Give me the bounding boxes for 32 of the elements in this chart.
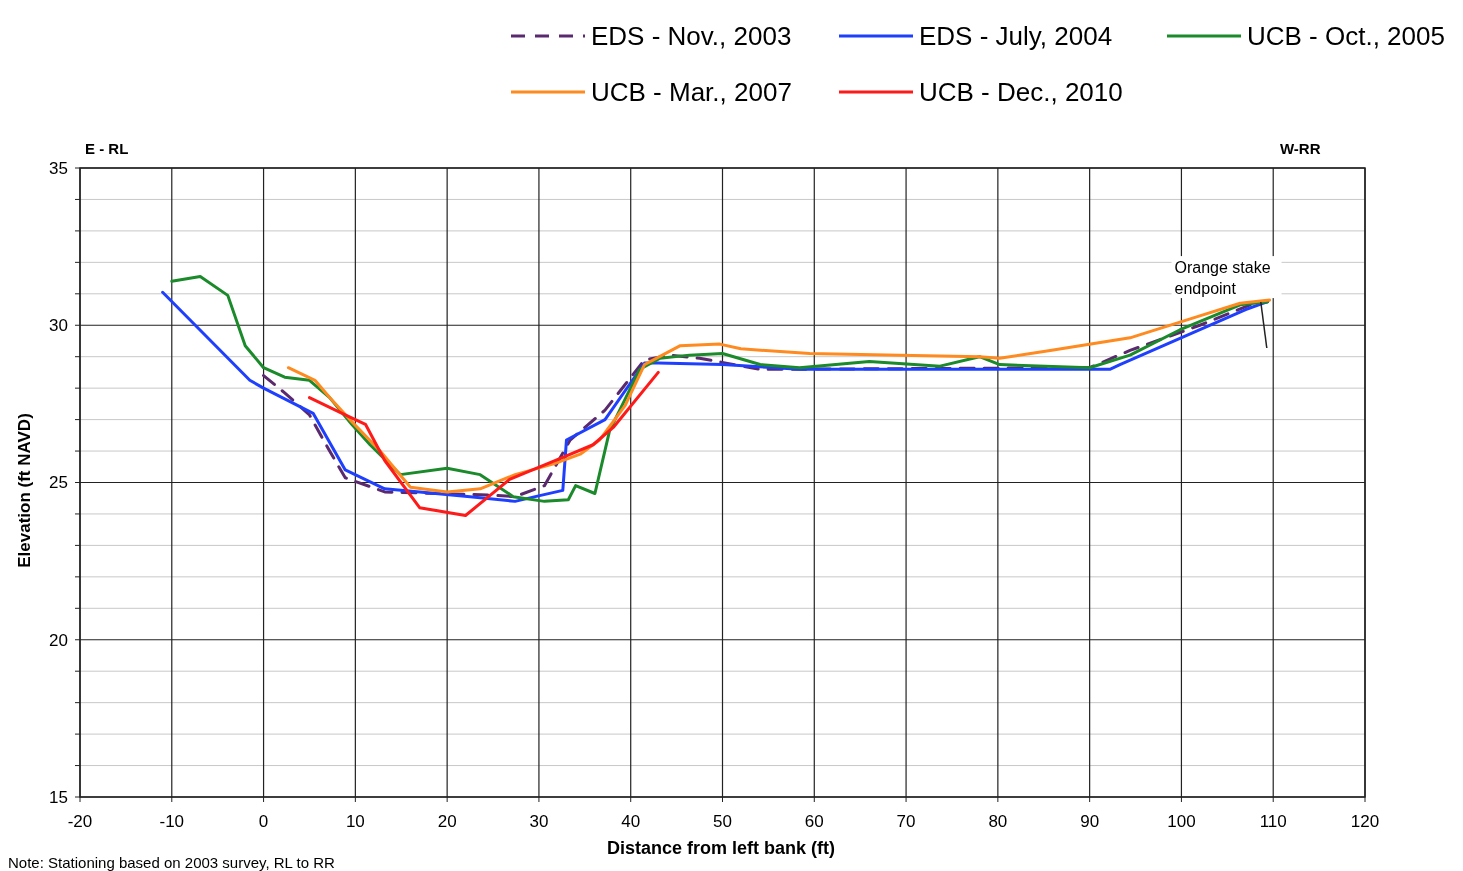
y-axis-title: Elevation (ft NAVD) [15, 413, 34, 568]
x-tick-label: 20 [437, 812, 457, 831]
x-tick-label: 70 [896, 812, 916, 831]
x-tick-label: 40 [621, 812, 641, 831]
y-tick-label: 15 [49, 787, 68, 807]
x-tick-label: 110 [1259, 812, 1287, 831]
legend-label: UCB - Dec., 2010 [919, 77, 1123, 107]
x-tick-label: -20 [67, 812, 93, 831]
line-series [307, 370, 660, 518]
y-tick-label: 30 [49, 316, 68, 336]
legend-label: EDS - July, 2004 [919, 21, 1113, 51]
y-tick-label: 20 [49, 630, 68, 650]
x-tick-label: 50 [713, 812, 732, 831]
y-tick-label: 25 [49, 473, 68, 493]
x-tick-label: -10 [159, 812, 185, 831]
y-tick-label: 35 [49, 158, 68, 178]
annotation: Orange stake endpoint [1174, 259, 1271, 297]
x-tick-label: 0 [258, 812, 269, 831]
legend-label: EDS - Nov., 2003 [591, 21, 792, 51]
x-tick-label: 60 [804, 812, 824, 831]
x-tick-label: 120 [1350, 812, 1380, 831]
text: Note: Stationing based on 2003 survey, RL to RR [8, 854, 336, 871]
legend-label: UCB - Mar., 2007 [591, 77, 792, 107]
x-tick-label: 80 [988, 812, 1008, 831]
x-tick-label: 100 [1167, 812, 1196, 831]
text: W-RR [1280, 140, 1321, 157]
x-tick-label: 10 [345, 812, 365, 831]
legend-label: UCB - Oct., 2005 [1247, 21, 1445, 51]
text: E - RL [85, 140, 129, 157]
x-tick-label: 90 [1080, 812, 1100, 831]
x-tick-label: 30 [529, 812, 549, 831]
x-axis-title: Distance from left bank (ft) [606, 838, 836, 858]
